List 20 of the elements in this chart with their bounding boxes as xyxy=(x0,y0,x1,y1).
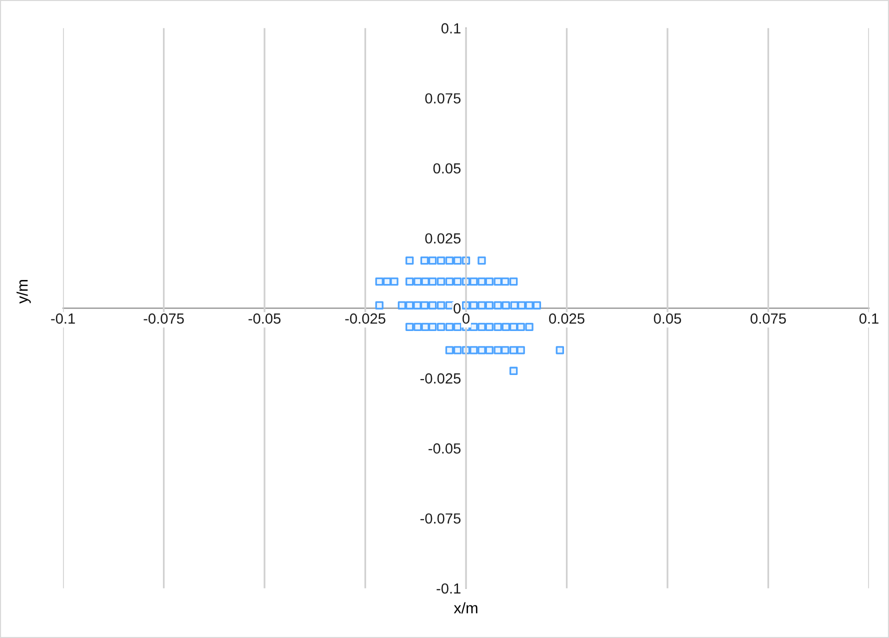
y-tick-label: -0.075 xyxy=(420,513,461,524)
y-tick-label: 0 xyxy=(454,303,461,314)
x-tick-label: 0.1 xyxy=(859,313,878,324)
y-tick-label: 0.05 xyxy=(433,163,461,174)
y-tick-label: -0.1 xyxy=(436,583,460,594)
x-axis-title: x/m xyxy=(454,602,478,614)
y-tick-label: 0.075 xyxy=(425,93,461,104)
x-tick-label: -0.05 xyxy=(248,313,281,324)
x-tick-label: 0.05 xyxy=(654,313,682,324)
y-tick-label: -0.05 xyxy=(428,443,461,454)
x-tick-label: -0.025 xyxy=(345,313,386,324)
x-tick-label: 0 xyxy=(462,313,470,324)
y-tick-label: 0.025 xyxy=(425,233,461,244)
x-tick-label: -0.075 xyxy=(144,313,184,324)
x-tick-label: -0.1 xyxy=(51,313,75,324)
y-axis-title: y/m xyxy=(16,280,31,304)
x-tick-label: 0.075 xyxy=(750,313,786,324)
y-tick-label: -0.025 xyxy=(420,373,461,384)
x-tick-label: 0.025 xyxy=(549,313,584,324)
y-tick-label: 0.1 xyxy=(441,23,460,34)
